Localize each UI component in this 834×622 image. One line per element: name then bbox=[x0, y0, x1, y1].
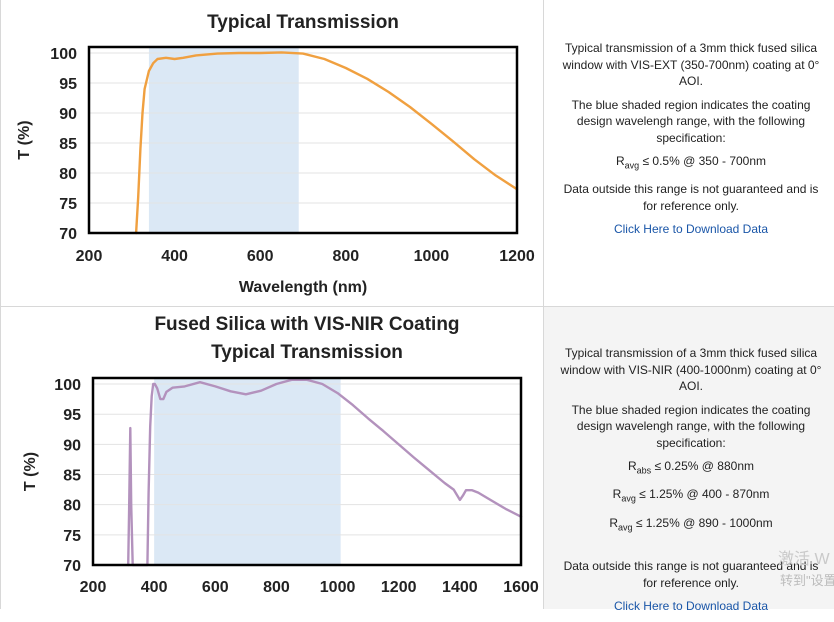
coating-range-shade bbox=[154, 378, 341, 565]
x-tick-label: 800 bbox=[263, 579, 290, 596]
x-tick-label: 400 bbox=[141, 579, 168, 596]
chart-title: Typical Transmission bbox=[211, 342, 403, 363]
chart-cell: 70 75 80 85 90 95 100 200 400 600 800 1000 1200 Fused… bbox=[0, 0, 544, 306]
transmission-line bbox=[134, 51, 519, 235]
chart-title: Typical Transmission bbox=[207, 12, 399, 33]
description-text: Typical transmission of a 3mm thick fuse… bbox=[558, 40, 824, 245]
transmission-line bbox=[126, 378, 523, 567]
y-tick-label: 100 bbox=[50, 46, 77, 63]
x-tick-label: 200 bbox=[76, 248, 103, 265]
y-tick-label: 100 bbox=[54, 377, 81, 394]
y-tick-label: 95 bbox=[63, 407, 81, 424]
x-tick-label: 1000 bbox=[320, 579, 356, 596]
y-axis-label: T (%) bbox=[16, 120, 33, 159]
y-tick-label: 95 bbox=[59, 76, 77, 93]
description-line: Typical transmission of a 3mm thick fuse… bbox=[560, 346, 822, 393]
y-tick-label: 85 bbox=[59, 136, 77, 153]
x-tick-label: 1000 bbox=[414, 248, 450, 265]
x-tick-label: 600 bbox=[202, 579, 229, 596]
watermark-text: 激活 W bbox=[778, 551, 830, 568]
description-line: Typical transmission of a 3mm thick fuse… bbox=[562, 41, 820, 88]
chart-cell: 70 75 80 85 90 95 100 200 400 600 800 1000 1200 1400 1… bbox=[0, 307, 544, 609]
description-text: Typical transmission of a 3mm thick fuse… bbox=[558, 345, 824, 622]
y-tick-label: 70 bbox=[59, 226, 77, 243]
x-tick-label: 200 bbox=[80, 579, 107, 596]
chart-row-vis-nir: 70 75 80 85 90 95 100 200 400 600 800 1000 1200 1400 1… bbox=[0, 307, 834, 613]
download-data-link[interactable]: Click Here to Download Data bbox=[613, 599, 769, 614]
y-axis-label: T (%) bbox=[22, 452, 39, 491]
description-line: Data outside this range is not guarantee… bbox=[563, 182, 819, 213]
x-tick-label: 1200 bbox=[381, 579, 417, 596]
y-tick-label: 80 bbox=[59, 166, 77, 183]
spec-list: Ravg ≤ 0.5% @ 350 - 700nm bbox=[558, 153, 824, 174]
y-tick-label: 85 bbox=[63, 468, 81, 485]
spec-list: Rabs ≤ 0.25% @ 880nm Ravg ≤ 1.25% @ 400 -… bbox=[558, 458, 824, 536]
chart-vis-nir: 70 75 80 85 90 95 100 200 400 600 800 1000 1200 1400 1… bbox=[22, 314, 539, 596]
y-tick-label: 75 bbox=[59, 196, 77, 213]
x-tick-label: 1200 bbox=[499, 248, 535, 265]
spec-line: Ravg ≤ 0.5% @ 350 - 700nm bbox=[615, 154, 767, 171]
description-cell: Typical transmission of a 3mm thick fuse… bbox=[544, 307, 834, 613]
y-tick-label: 70 bbox=[63, 558, 81, 575]
coating-range-shade bbox=[148, 47, 299, 233]
description-line: The blue shaded region indicates the coa… bbox=[571, 402, 811, 450]
x-tick-label: 1400 bbox=[442, 579, 478, 596]
y-tick-label: 80 bbox=[63, 498, 81, 515]
spec-line: Ravg ≤ 1.25% @ 890 - 1000nm bbox=[609, 515, 773, 533]
description-line: The blue shaded region indicates the coa… bbox=[571, 97, 811, 145]
x-tick-label: 800 bbox=[332, 248, 359, 265]
y-tick-label: 90 bbox=[59, 106, 77, 123]
description-cell: Typical transmission of a 3mm thick fuse… bbox=[544, 0, 834, 306]
x-tick-label: 400 bbox=[161, 248, 188, 265]
x-tick-label: 600 bbox=[247, 248, 274, 265]
chart-vis-ext: 70 75 80 85 90 95 100 200 400 600 800 1000 1200 Fused… bbox=[16, 0, 535, 296]
y-tick-label: 90 bbox=[63, 437, 81, 454]
chart-title: Fused Silica with VIS-NIR Coating bbox=[154, 314, 459, 335]
spec-line: Rabs ≤ 0.25% @ 880nm bbox=[627, 459, 754, 476]
spec-line: Ravg ≤ 1.25% @ 400 - 870nm bbox=[612, 487, 770, 504]
chart-row-vis-ext: 70 75 80 85 90 95 100 200 400 600 800 1000 1200 Fused… bbox=[0, 0, 834, 307]
x-axis-label: Wavelength (nm) bbox=[239, 279, 367, 296]
description-line: Data outside this range is not guarantee… bbox=[563, 559, 819, 590]
watermark-text: 转到"设置 bbox=[780, 573, 834, 588]
plot-frame bbox=[91, 376, 523, 567]
y-tick-label: 75 bbox=[63, 528, 81, 545]
download-data-link[interactable]: Click Here to Download Data bbox=[613, 222, 769, 237]
x-tick-label: 1600 bbox=[503, 579, 539, 596]
chart-title: Fused Silica with VIS-EXT Coating bbox=[148, 0, 457, 1]
plot-frame bbox=[87, 45, 519, 235]
